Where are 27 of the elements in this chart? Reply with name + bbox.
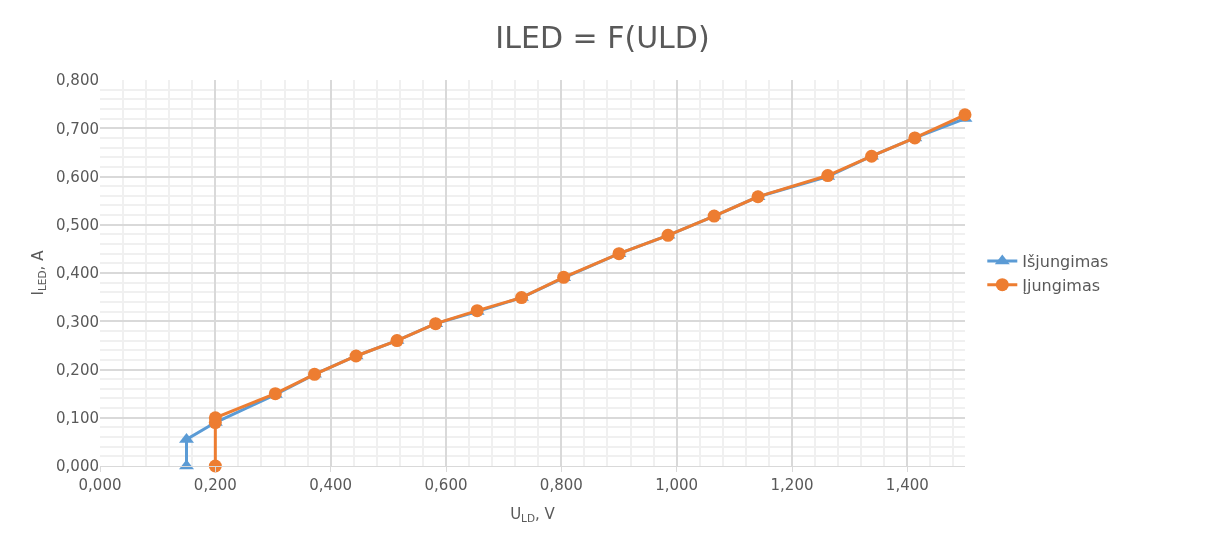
point xyxy=(429,317,443,331)
point xyxy=(612,247,626,261)
x-tick-label: 1,000 xyxy=(655,476,699,494)
x-tick-label: 1,200 xyxy=(770,476,814,494)
y-tick-label: 0,200 xyxy=(56,360,99,379)
point xyxy=(751,190,765,204)
x-tick-label: 0,800 xyxy=(539,476,583,494)
chart-title: ILED = F(ULD) xyxy=(495,20,710,56)
x-tick-label: 0,200 xyxy=(193,476,237,494)
y-tick-label: 0,300 xyxy=(56,312,99,331)
y-tick-label: 0,700 xyxy=(56,119,99,138)
y-tick-label: 0,000 xyxy=(56,457,99,476)
y-tick-label: 0,400 xyxy=(56,264,99,283)
x-tick-label: 0,000 xyxy=(78,476,122,494)
x-tick-label: 0,400 xyxy=(309,476,353,494)
y-tick-label: 0,800 xyxy=(56,71,99,90)
point xyxy=(390,334,404,348)
y-tick-label: 0,600 xyxy=(56,167,99,186)
y-tick-label: 0,100 xyxy=(56,409,99,427)
x-tick-label: 0,600 xyxy=(424,476,468,494)
point xyxy=(515,291,529,305)
point xyxy=(958,108,972,122)
y-tick-label: 0,500 xyxy=(56,216,99,234)
legend-label: Išjungimas xyxy=(1022,252,1109,272)
x-axis-title: U$_{LD}$, V xyxy=(510,505,556,525)
legend-label: Įjungimas xyxy=(1022,275,1101,295)
x-tick-label: 1,400 xyxy=(885,476,929,494)
